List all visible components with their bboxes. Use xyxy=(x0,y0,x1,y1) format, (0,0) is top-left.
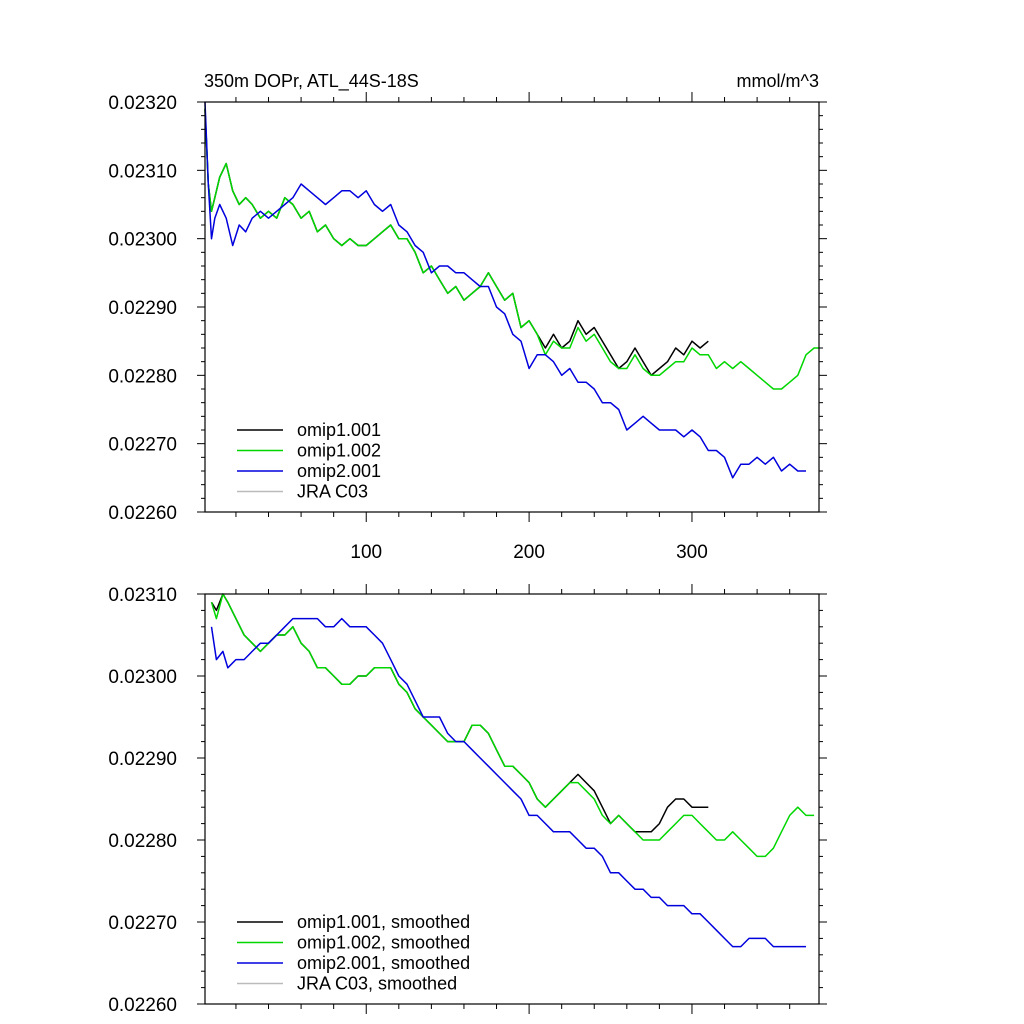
series-line-1 xyxy=(204,108,819,390)
y-tick-label: 0.02290 xyxy=(108,749,177,770)
bottom-panel: 0.02260 0.02270 0.02280 0.02290 0.02300 0.023… xyxy=(108,584,827,1016)
x-tick-label: 300 xyxy=(676,542,708,563)
axes: 0.02260 0.02270 0.02280 0.02290 0.02300 0.023… xyxy=(108,584,827,1016)
series-lines xyxy=(210,593,815,948)
y-tick-label: 0.02300 xyxy=(108,230,177,251)
legend-label: JRA C03 xyxy=(297,482,368,502)
y-tick-label: 0.02320 xyxy=(108,93,177,114)
y-tick-label: 0.02300 xyxy=(108,667,177,688)
series-line-2 xyxy=(210,617,806,948)
y-tick-label: 0.02310 xyxy=(108,161,177,182)
legend-label: omip2.001, smoothed xyxy=(297,953,470,973)
series-lines xyxy=(204,101,819,479)
y-tick-label: 0.02260 xyxy=(108,503,177,524)
chart-title: 350m DOPr, ATL_44S-18S xyxy=(204,71,419,92)
y-tick-label: 0.02280 xyxy=(108,831,177,852)
series-line-1 xyxy=(210,593,815,858)
x-tick-label: 100 xyxy=(350,542,382,563)
top-panel: 350m DOPr, ATL_44S-18S mmol/m^3 0.022600… xyxy=(108,71,827,563)
series-line-0 xyxy=(210,593,709,833)
units-label: mmol/m^3 xyxy=(737,71,819,91)
y-tick-label: 0.02280 xyxy=(108,366,177,387)
plot-frame xyxy=(204,593,820,1005)
y-tick-label: 0.02290 xyxy=(108,298,177,319)
legend-label: omip1.002, smoothed xyxy=(297,933,470,953)
y-tick-label: 0.02270 xyxy=(108,435,177,456)
x-tick-label: 200 xyxy=(513,542,545,563)
legend-label: omip2.001 xyxy=(297,461,381,481)
axes: 0.02260 0.02270 0.02280 0.02290 0.02300 0.023… xyxy=(108,92,827,563)
series-line-2 xyxy=(204,101,806,479)
y-tick-label: 0.02310 xyxy=(108,585,177,606)
series-line-0 xyxy=(204,108,709,377)
legend-label: omip1.001 xyxy=(297,420,381,440)
y-tick-label: 0.02260 xyxy=(108,995,177,1016)
legend-label: omip1.001, smoothed xyxy=(297,912,470,932)
legend-label: JRA C03, smoothed xyxy=(297,974,457,994)
y-tick-label: 0.02270 xyxy=(108,913,177,934)
legend-label: omip1.002 xyxy=(297,441,381,461)
